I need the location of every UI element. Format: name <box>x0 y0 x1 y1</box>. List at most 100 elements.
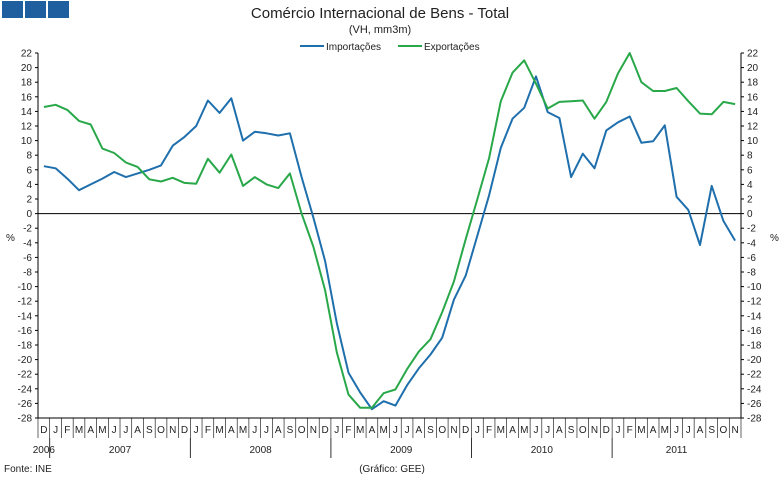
series-line-importacoes <box>43 75 736 411</box>
x-month-label: D <box>321 425 328 436</box>
x-month-label: A <box>650 425 657 436</box>
y-tick-label-left: -28 <box>18 414 33 425</box>
y-tick-label-left: 6 <box>26 165 32 176</box>
x-month-label: J <box>545 425 550 436</box>
y-tick-label-left: 22 <box>21 49 33 60</box>
x-month-label: F <box>345 425 351 436</box>
y-tick-label-right: 2 <box>747 195 753 206</box>
x-month-label: J <box>123 425 128 436</box>
y-axis-label-right: % <box>770 233 779 244</box>
x-year-label: 2006 <box>33 445 56 456</box>
y-tick-label-right: 10 <box>747 136 759 147</box>
y-tick-label-right: -14 <box>747 311 762 322</box>
x-year-label: 2011 <box>666 445 688 456</box>
x-month-label: S <box>708 425 715 436</box>
x-year-label: 2008 <box>249 445 272 456</box>
x-month-label: M <box>661 425 669 436</box>
legend-label-exportacoes: Exportações <box>424 42 480 53</box>
x-month-label: D <box>462 425 469 436</box>
y-tick-label-left: 2 <box>26 195 32 206</box>
x-month-label: D <box>181 425 188 436</box>
y-tick-label-right: -10 <box>747 282 762 293</box>
x-month-label: M <box>497 425 505 436</box>
x-month-label: F <box>627 425 633 436</box>
x-month-label: O <box>157 425 165 436</box>
y-tick-label-left: -10 <box>18 282 33 293</box>
x-month-label: J <box>264 425 269 436</box>
y-tick-label-left: -2 <box>23 224 32 235</box>
x-month-label: A <box>556 425 563 436</box>
x-month-label: M <box>215 425 223 436</box>
x-month-label: M <box>356 425 364 436</box>
x-month-label: D <box>40 425 47 436</box>
source-note: Fonte: INE <box>4 464 52 475</box>
x-month-label: M <box>98 425 106 436</box>
y-tick-label-right: -16 <box>747 326 762 337</box>
y-tick-label-right: -2 <box>747 224 756 235</box>
x-year-label: 2010 <box>531 445 554 456</box>
x-month-label: S <box>287 425 294 436</box>
y-tick-label-left: -24 <box>18 384 33 395</box>
x-month-label: A <box>369 425 376 436</box>
y-tick-label-right: -6 <box>747 253 756 264</box>
y-tick-label-right: 22 <box>747 49 759 60</box>
y-tick-label-left: 20 <box>21 63 33 74</box>
y-tick-label-right: 0 <box>747 209 753 220</box>
x-month-label: S <box>568 425 575 436</box>
y-tick-label-left: 16 <box>21 92 33 103</box>
y-tick-label-right: 14 <box>747 107 759 118</box>
x-month-label: O <box>438 425 446 436</box>
x-month-label: M <box>637 425 645 436</box>
y-tick-label-left: -8 <box>23 268 32 279</box>
x-month-label: D <box>603 425 610 436</box>
x-month-label: J <box>405 425 410 436</box>
x-month-label: J <box>674 425 679 436</box>
y-tick-label-right: -8 <box>747 268 756 279</box>
y-tick-label-left: 4 <box>26 180 32 191</box>
x-month-label: J <box>615 425 620 436</box>
y-tick-label-right: -26 <box>747 399 762 410</box>
y-tick-label-left: -18 <box>18 341 33 352</box>
x-month-label: A <box>134 425 141 436</box>
y-tick-label-right: -28 <box>747 414 762 425</box>
x-month-label: J <box>194 425 199 436</box>
y-tick-label-right: -24 <box>747 384 762 395</box>
logo-square <box>2 1 23 18</box>
x-month-label: S <box>146 425 153 436</box>
y-tick-label-left: 0 <box>26 209 32 220</box>
y-tick-label-left: -20 <box>18 355 33 366</box>
x-month-label: O <box>579 425 587 436</box>
x-month-label: A <box>509 425 516 436</box>
x-month-label: N <box>169 425 176 436</box>
y-tick-label-right: 4 <box>747 180 753 191</box>
y-tick-label-left: -26 <box>18 399 33 410</box>
y-tick-label-right: 8 <box>747 151 753 162</box>
x-month-label: A <box>697 425 704 436</box>
y-tick-label-right: -12 <box>747 297 762 308</box>
x-month-label: J <box>475 425 480 436</box>
x-month-label: F <box>486 425 492 436</box>
x-month-label: A <box>228 425 235 436</box>
x-month-label: N <box>450 425 457 436</box>
y-tick-label-right: -18 <box>747 341 762 352</box>
x-month-label: F <box>64 425 70 436</box>
y-tick-label-right: 12 <box>747 122 759 133</box>
y-tick-label-right: 16 <box>747 92 759 103</box>
x-month-label: J <box>53 425 58 436</box>
x-month-label: J <box>334 425 339 436</box>
x-month-label: J <box>533 425 538 436</box>
x-month-label: N <box>591 425 598 436</box>
x-year-label: 2007 <box>109 445 132 456</box>
y-tick-label-right: -4 <box>747 238 756 249</box>
logo-square <box>25 1 46 18</box>
x-month-label: J <box>393 425 398 436</box>
logo-square <box>48 1 69 18</box>
y-tick-label-left: -6 <box>23 253 32 264</box>
x-month-label: A <box>87 425 94 436</box>
x-month-label: M <box>239 425 247 436</box>
y-tick-label-left: 18 <box>21 78 33 89</box>
x-month-label: A <box>275 425 282 436</box>
x-month-label: N <box>310 425 317 436</box>
y-tick-label-left: -22 <box>18 370 33 381</box>
